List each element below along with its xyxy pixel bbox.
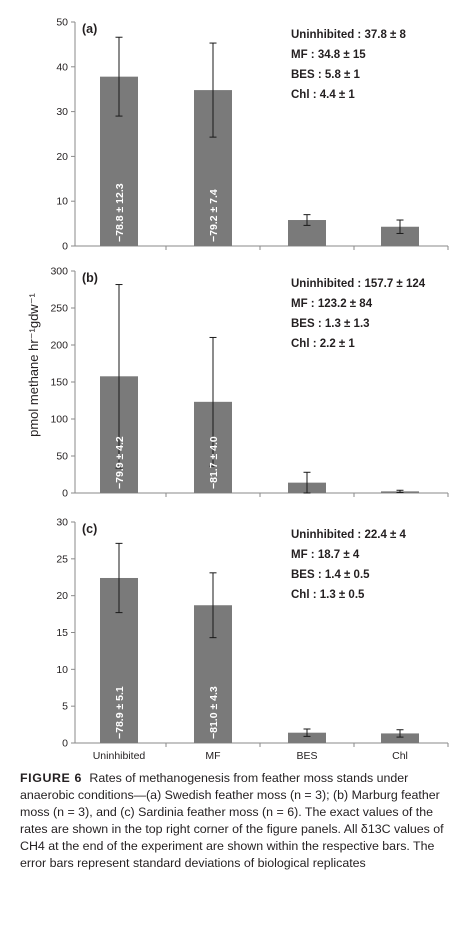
methanogenesis-figure: pmol methane hr⁻¹gdw⁻¹ 01020304050−78.8 … — [26, 17, 449, 760]
rate-annotation: Chl : 1.3 ± 0.5 — [291, 589, 365, 601]
panel-label: (a) — [82, 22, 97, 36]
y-tick-label: 0 — [62, 738, 68, 750]
rate-annotation: BES : 1.4 ± 0.5 — [291, 569, 370, 581]
rate-annotation: Uninhibited : 37.8 ± 8 — [291, 29, 407, 41]
y-tick-label: 30 — [56, 106, 68, 118]
figure-caption: FIGURE 6 Rates of methanogenesis from fe… — [20, 770, 450, 872]
y-tick-label: 0 — [62, 241, 68, 253]
y-tick-label: 20 — [56, 590, 68, 602]
y-tick-label: 50 — [56, 451, 68, 463]
y-tick-label: 15 — [56, 627, 68, 639]
bar-label: −78.9 ± 5.1 — [114, 686, 126, 739]
y-tick-label: 10 — [56, 664, 68, 676]
rate-annotation: Uninhibited : 22.4 ± 4 — [291, 529, 407, 541]
y-tick-label: 10 — [56, 196, 68, 208]
chart-panel-a: 0 10 20 30 40 50 −78.8 ± 12.3 −79.2 ± 7.4 (a) Uni… — [56, 17, 449, 253]
rate-annotation: Uninhibited : 157.7 ± 124 — [291, 278, 426, 290]
rate-annotation: BES : 5.8 ± 1 — [291, 69, 361, 81]
x-tick-label: BES — [296, 750, 317, 760]
y-tick-label: 40 — [56, 61, 68, 73]
bar-bes — [288, 732, 326, 743]
bar-label: −79.9 ± 4.2 — [114, 436, 126, 489]
x-tick-label: MF — [205, 750, 220, 760]
panel-label: (b) — [82, 271, 98, 285]
y-tick-label: 25 — [56, 553, 68, 565]
bar-label: −81.7 ± 4.0 — [208, 436, 220, 489]
rate-annotation: Chl : 4.4 ± 1 — [291, 89, 355, 101]
bar-label: −81.0 ± 4.3 — [208, 686, 220, 739]
y-tick-label: 30 — [56, 517, 68, 529]
chart-panel-b: 0 50 100 150 200 250 300 −79.9 ± 4.2 −81.7 ± 4.0… — [50, 266, 449, 500]
bar-chl — [381, 733, 419, 743]
y-tick-label: 150 — [50, 377, 68, 389]
x-tick-label: Chl — [392, 750, 408, 760]
rate-annotation: MF : 18.7 ± 4 — [291, 549, 360, 561]
y-tick-label: 250 — [50, 303, 68, 315]
bar-label: −78.8 ± 12.3 — [114, 183, 126, 242]
y-tick-label: 5 — [62, 701, 68, 713]
y-tick-label: 50 — [56, 17, 68, 29]
y-tick-label: 300 — [50, 266, 68, 278]
chart-panel-c: 0 5 10 15 20 25 30 −78.9 ± 5.1 Uninhibited −81.0 … — [56, 517, 449, 760]
bar-label: −79.2 ± 7.4 — [208, 189, 220, 242]
x-tick-label: Uninhibited — [93, 750, 146, 760]
bar-chl — [381, 226, 419, 246]
caption-text: Rates of methanogenesis from feather mos… — [20, 771, 444, 870]
rate-annotation: BES : 1.3 ± 1.3 — [291, 318, 370, 330]
y-axis-label: pmol methane hr⁻¹gdw⁻¹ — [26, 292, 41, 436]
y-tick-label: 0 — [62, 488, 68, 500]
rate-annotation: MF : 34.8 ± 15 — [291, 49, 366, 61]
panel-label: (c) — [82, 522, 97, 536]
rate-annotation: MF : 123.2 ± 84 — [291, 298, 373, 310]
figure-label: FIGURE 6 — [20, 771, 82, 785]
rate-annotation: Chl : 2.2 ± 1 — [291, 338, 355, 350]
y-tick-label: 100 — [50, 414, 68, 426]
y-tick-label: 200 — [50, 340, 68, 352]
y-tick-label: 20 — [56, 151, 68, 163]
